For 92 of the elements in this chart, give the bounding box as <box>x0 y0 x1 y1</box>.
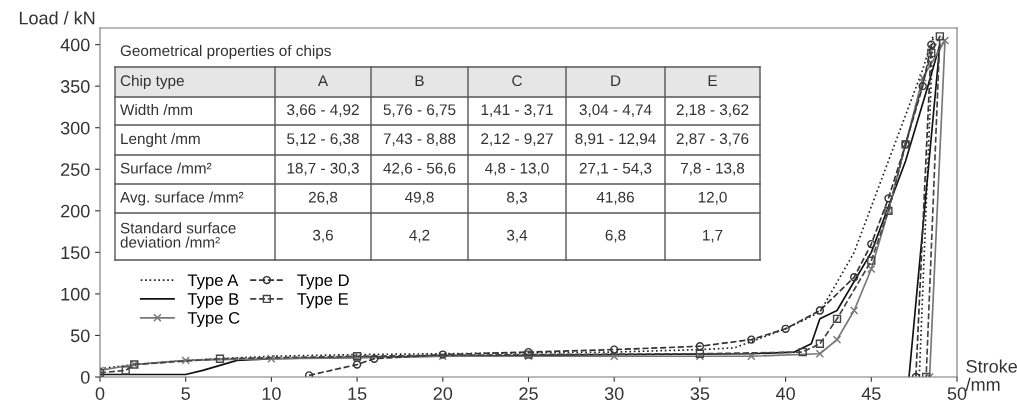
point <box>832 314 842 324</box>
point <box>940 36 950 45</box>
annotation: 12,0 <box>698 191 727 205</box>
y-tick-label: 150 <box>61 246 90 260</box>
annotation: B <box>415 75 424 86</box>
y-tick-label: 250 <box>61 163 90 176</box>
point <box>610 345 619 354</box>
x-tick-label: 40 <box>775 387 795 400</box>
annotation: 27,1 - 54,3 <box>579 162 652 176</box>
annotation: 2,87 - 3,76 <box>676 133 749 146</box>
annotation: Avg. surface /mm² <box>120 191 244 206</box>
annotation: 18,7 - 30,3 <box>287 162 359 176</box>
legend-label: Type E <box>297 293 349 309</box>
x-tick-label: 30 <box>604 387 624 400</box>
annotation: 5,76 - 6,75 <box>383 104 456 117</box>
annotation: Standard surface deviation /mm² <box>120 222 236 248</box>
y-tick-label: 400 <box>60 38 90 52</box>
legend-label: Type B <box>187 293 239 309</box>
point <box>267 354 276 363</box>
annotation: 7,8 - 13,8 <box>681 162 745 176</box>
annotation: 6,8 <box>605 229 626 243</box>
point <box>815 306 825 315</box>
x-tick-label: 25 <box>519 387 538 400</box>
annotation: 8,91 - 12,94 <box>575 133 656 146</box>
legend-label: Type C <box>187 312 240 328</box>
x-tick-label: 50 <box>947 387 967 400</box>
point <box>935 32 945 41</box>
point <box>695 342 705 351</box>
annotation: 2,18 - 3,62 <box>676 104 749 117</box>
point <box>747 352 756 361</box>
annotation: 8,3 <box>507 191 527 205</box>
point <box>849 273 859 282</box>
x-tick-label: 15 <box>348 387 367 400</box>
annotation: 3,4 <box>506 229 528 243</box>
annotation: Lenght /mm <box>121 132 200 148</box>
annotation: 2,12 - 9,27 <box>481 133 553 146</box>
x-tick-label: 0 <box>95 387 105 400</box>
x-tick-label: 45 <box>861 387 881 400</box>
y-tick-label: 0 <box>80 370 90 384</box>
x-tick-label: 20 <box>433 387 453 400</box>
point <box>352 360 362 369</box>
y-tick-label: 50 <box>70 329 90 343</box>
annotation: E <box>708 75 717 86</box>
point <box>867 264 876 274</box>
legend-label: Type D <box>297 274 349 290</box>
point <box>849 306 859 315</box>
annotation: 26,8 <box>308 191 338 205</box>
point <box>832 335 842 344</box>
point <box>927 48 936 58</box>
annotation: 4,8 - 13,0 <box>485 162 549 176</box>
x-tick-label: 5 <box>181 387 190 400</box>
annotation: Surface /mm² <box>120 162 212 174</box>
x-tick-label: 10 <box>262 387 281 400</box>
point <box>181 356 190 365</box>
point <box>815 339 825 348</box>
point <box>781 324 790 333</box>
annotation: Geometrical properties of chips <box>120 44 331 60</box>
x-tick-label: 35 <box>690 387 710 400</box>
annotation: 42,6 - 56,6 <box>383 162 456 176</box>
annotation: 7,43 - 8,88 <box>383 133 456 146</box>
point <box>918 81 927 91</box>
annotation: 3,66 - 4,92 <box>287 104 359 117</box>
annotation: Chip type <box>120 74 184 90</box>
y-tick-label: 350 <box>60 80 90 93</box>
y-tick-label: 300 <box>60 121 90 135</box>
annotation: 4,2 <box>409 229 430 243</box>
annotation: 41,86 <box>596 191 634 205</box>
point <box>747 335 756 344</box>
y-tick-label: 100 <box>61 287 90 301</box>
annotation: 1,41 - 3,71 <box>481 104 553 117</box>
point <box>121 366 130 375</box>
point <box>798 347 807 357</box>
point <box>815 349 825 358</box>
annotation: 3,04 - 4,74 <box>579 104 652 117</box>
y-axis-title: Load / kN <box>19 11 95 25</box>
point <box>867 239 876 249</box>
annotation: Width /mm <box>120 103 192 116</box>
point <box>884 194 893 203</box>
point <box>215 354 225 363</box>
annotation: D <box>611 75 621 86</box>
y-tick-label: 200 <box>61 204 90 218</box>
annotation: 5,12 - 6,38 <box>287 133 359 146</box>
annotation: 49,8 <box>404 191 434 205</box>
x-axis-title: Stroke /mm <box>965 359 1017 391</box>
point <box>867 256 876 265</box>
annotation: 3,6 <box>312 229 333 243</box>
annotation: 1,7 <box>703 229 723 243</box>
annotation: A <box>317 75 329 86</box>
point <box>927 40 936 49</box>
annotation: C <box>512 75 522 87</box>
point <box>918 73 927 83</box>
legend-label: Type A <box>187 274 239 290</box>
